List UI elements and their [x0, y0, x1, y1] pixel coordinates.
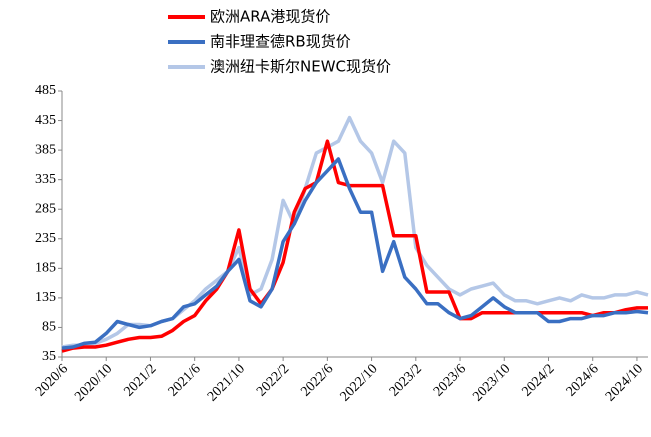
x-tick-label: 2020/10 [72, 361, 115, 404]
series-line [61, 157, 649, 350]
x-tick-label: 2023/2 [387, 361, 425, 399]
x-tick-label: 2020/6 [33, 361, 71, 399]
y-tick-label: 185 [35, 261, 56, 276]
legend-label: 南非理查德RB现货价 [210, 33, 351, 51]
y-tick-label: 385 [35, 142, 56, 157]
legend-label: 澳洲纽卡斯尔NEWC现货价 [210, 58, 391, 76]
x-tick-label: 2021/2 [121, 361, 159, 399]
x-tick-label: 2021/10 [205, 361, 248, 404]
x-tick-label: 2024/10 [603, 361, 646, 404]
x-tick-label: 2024/2 [519, 361, 557, 399]
y-tick-label: 335 [35, 172, 56, 187]
y-tick-label: 85 [42, 320, 56, 335]
x-tick-label: 2023/6 [431, 361, 469, 399]
y-tick-label: 285 [35, 201, 56, 216]
y-tick-label: 235 [35, 231, 56, 246]
series-line [61, 139, 648, 353]
legend-label: 欧洲ARA港现货价 [210, 8, 330, 26]
x-tick-label: 2023/10 [470, 361, 513, 404]
y-tick-label: 135 [35, 290, 56, 305]
x-tick-label: 2022/10 [338, 361, 381, 404]
y-tick-label: 435 [35, 113, 56, 128]
x-tick-label: 2021/6 [166, 361, 204, 399]
x-tick-label: 2022/6 [298, 361, 336, 399]
y-tick-label: 485 [35, 83, 56, 98]
y-tick-label: 35 [42, 349, 56, 364]
x-tick-label: 2024/6 [564, 361, 602, 399]
x-tick-label: 2022/2 [254, 361, 292, 399]
